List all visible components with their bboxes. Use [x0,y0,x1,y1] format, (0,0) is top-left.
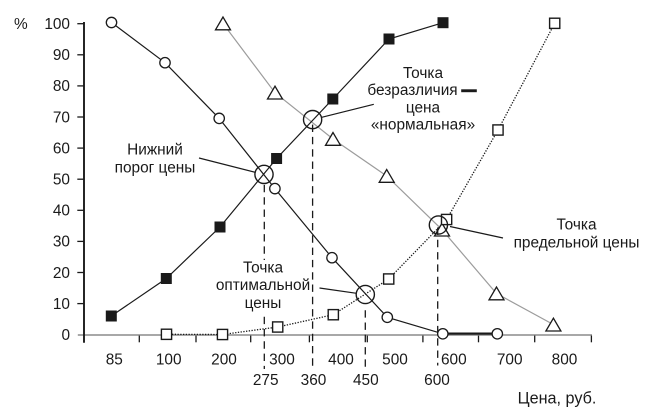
svg-text:60: 60 [53,140,70,157]
svg-text:Нижний: Нижний [127,142,183,159]
svg-text:100: 100 [44,16,70,33]
svg-text:Точка: Точка [403,65,444,82]
svg-text:600: 600 [441,351,467,368]
svg-text:700: 700 [497,351,523,368]
svg-text:Точка: Точка [556,216,597,233]
svg-text:85: 85 [106,351,123,368]
svg-text:%: % [14,16,28,33]
svg-text:30: 30 [53,234,70,251]
svg-text:порог цены: порог цены [115,159,196,176]
svg-text:20: 20 [53,265,70,282]
svg-text:400: 400 [328,351,354,368]
svg-text:800: 800 [552,351,578,368]
svg-text:450: 450 [353,372,379,389]
svg-text:70: 70 [53,109,70,126]
svg-text:275: 275 [253,372,279,389]
svg-text:предельной цены: предельной цены [514,234,640,251]
svg-text:10: 10 [53,296,70,313]
svg-text:«нормальная»: «нормальная» [371,116,475,133]
svg-text:40: 40 [53,203,70,220]
svg-text:80: 80 [53,78,70,95]
svg-text:Цена, руб.: Цена, руб. [518,390,597,408]
svg-text:безразличия: безразличия [367,82,457,99]
svg-text:цена: цена [406,100,441,117]
svg-text:360: 360 [301,372,327,389]
svg-text:300: 300 [269,351,295,368]
svg-text:200: 200 [211,351,237,368]
svg-text:100: 100 [156,351,182,368]
svg-text:500: 500 [382,351,408,368]
svg-text:50: 50 [53,172,70,189]
svg-text:600: 600 [424,372,450,389]
svg-text:оптимальной: оптимальной [216,277,310,294]
svg-text:Точка: Точка [243,259,284,276]
svg-text:цены: цены [245,295,282,312]
svg-text:0: 0 [61,327,70,344]
svg-text:90: 90 [53,47,70,64]
